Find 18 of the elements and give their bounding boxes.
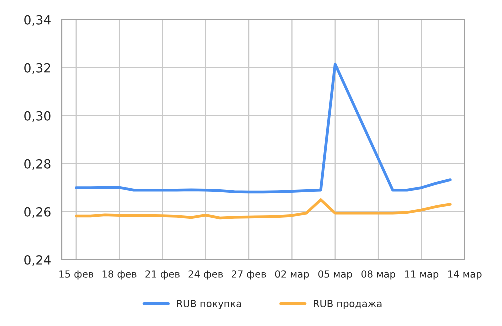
- legend-label: RUB продажа: [314, 300, 382, 310]
- x-tick-label: 08 мар: [362, 270, 396, 280]
- x-tick-label: 15 фев: [60, 270, 94, 280]
- y-tick-label: 0,24: [24, 255, 51, 266]
- x-tick-label: 02 мар: [275, 270, 310, 280]
- x-tick-label: 21 фев: [146, 270, 180, 280]
- y-tick-label: 0,28: [24, 159, 51, 170]
- y-tick-label: 0,26: [24, 207, 51, 218]
- y-tick-label: 0,30: [24, 111, 51, 122]
- legend-label: RUB покупка: [177, 300, 242, 310]
- x-tick-label: 18 фев: [102, 270, 137, 280]
- y-tick-label: 0,34: [24, 15, 51, 26]
- x-tick-label: 27 фев: [232, 270, 266, 280]
- x-tick-label: 14 мар: [448, 270, 482, 280]
- x-tick-label: 11 мар: [405, 270, 439, 280]
- x-tick-label: 05 мар: [318, 270, 352, 280]
- x-tick-label: 24 фев: [188, 270, 224, 280]
- y-tick-label: 0,32: [24, 63, 50, 74]
